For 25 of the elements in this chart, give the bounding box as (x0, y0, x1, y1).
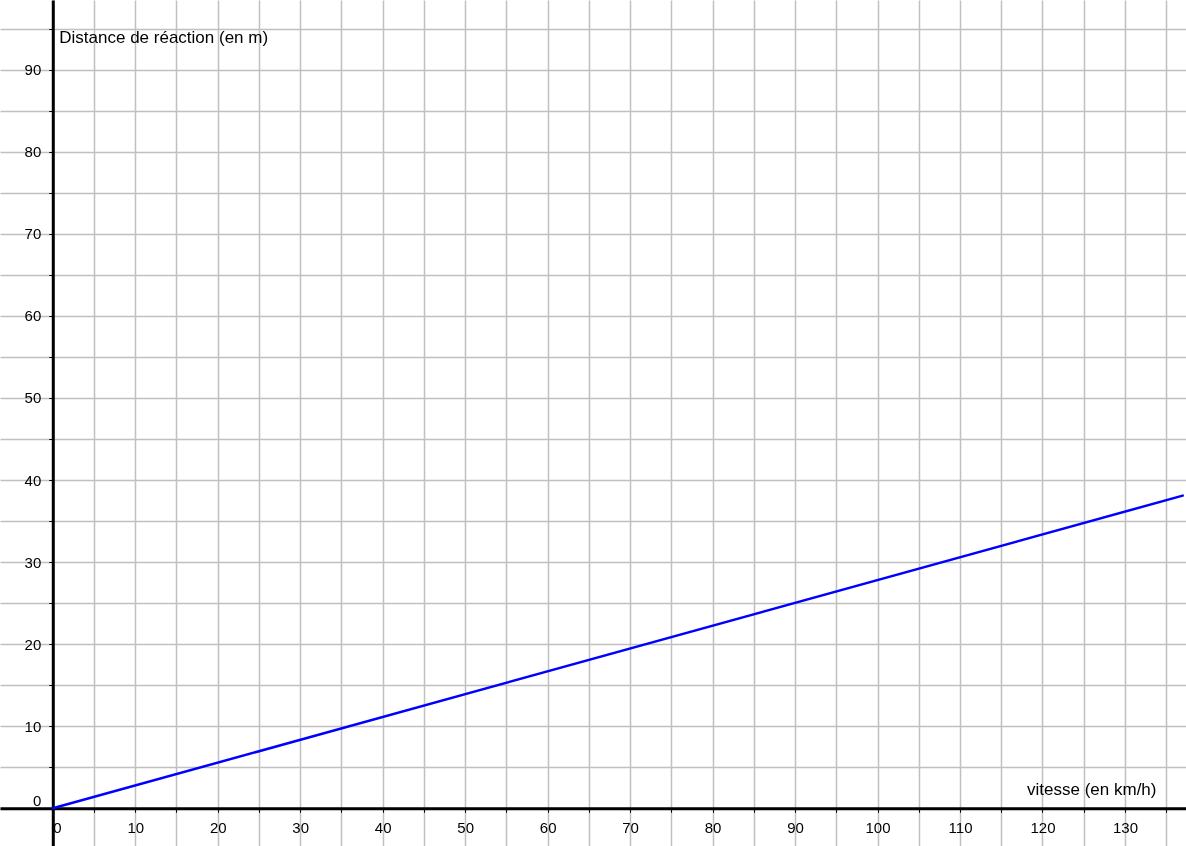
x-tick-label: 90 (787, 818, 804, 836)
x-axis-title: vitesse (en km/h) (1027, 779, 1157, 799)
y-tick-label: 90 (24, 61, 42, 79)
x-tick-label: 70 (622, 818, 639, 836)
x-tick-label: 60 (539, 818, 557, 836)
y-tick-label: 50 (24, 389, 42, 407)
x-tick-label: 10 (127, 818, 145, 836)
x-tick-label: 50 (457, 818, 475, 836)
y-tick-label: 40 (24, 471, 42, 489)
y-tick-label: 70 (24, 225, 42, 243)
x-tick-label: 20 (209, 818, 227, 836)
x-tick-label: 80 (704, 818, 722, 836)
y-tick-label: 0 (32, 791, 42, 809)
x-tick-label: 120 (1030, 818, 1056, 836)
x-tick-label: 40 (374, 818, 392, 836)
y-tick-label: 20 (24, 635, 42, 653)
x-tick-label: 30 (292, 818, 310, 836)
x-tick-label: 130 (1112, 818, 1138, 836)
y-tick-label: 80 (24, 143, 42, 161)
y-tick-label: 30 (24, 553, 42, 571)
y-axis-title: Distance de réaction (en m) (59, 27, 269, 47)
x-tick-label: 110 (948, 818, 973, 836)
y-tick-label: 10 (24, 717, 42, 735)
y-tick-label: 60 (24, 307, 42, 325)
x-tick-label: 100 (865, 818, 891, 836)
